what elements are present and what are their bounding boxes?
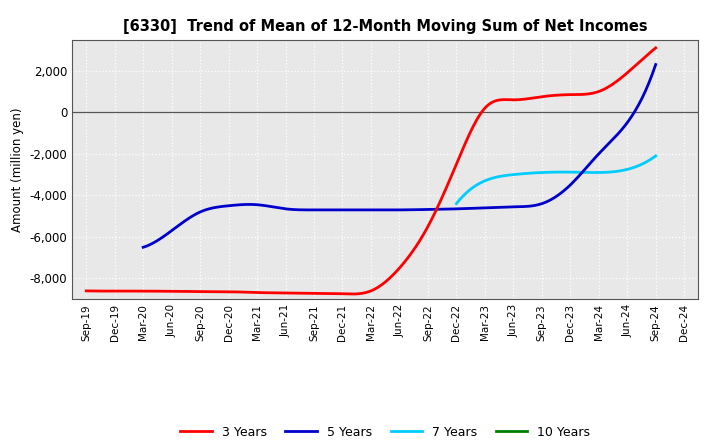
Y-axis label: Amount (million yen): Amount (million yen) xyxy=(11,107,24,231)
Legend: 3 Years, 5 Years, 7 Years, 10 Years: 3 Years, 5 Years, 7 Years, 10 Years xyxy=(176,421,595,440)
Title: [6330]  Trend of Mean of 12-Month Moving Sum of Net Incomes: [6330] Trend of Mean of 12-Month Moving … xyxy=(123,19,647,34)
